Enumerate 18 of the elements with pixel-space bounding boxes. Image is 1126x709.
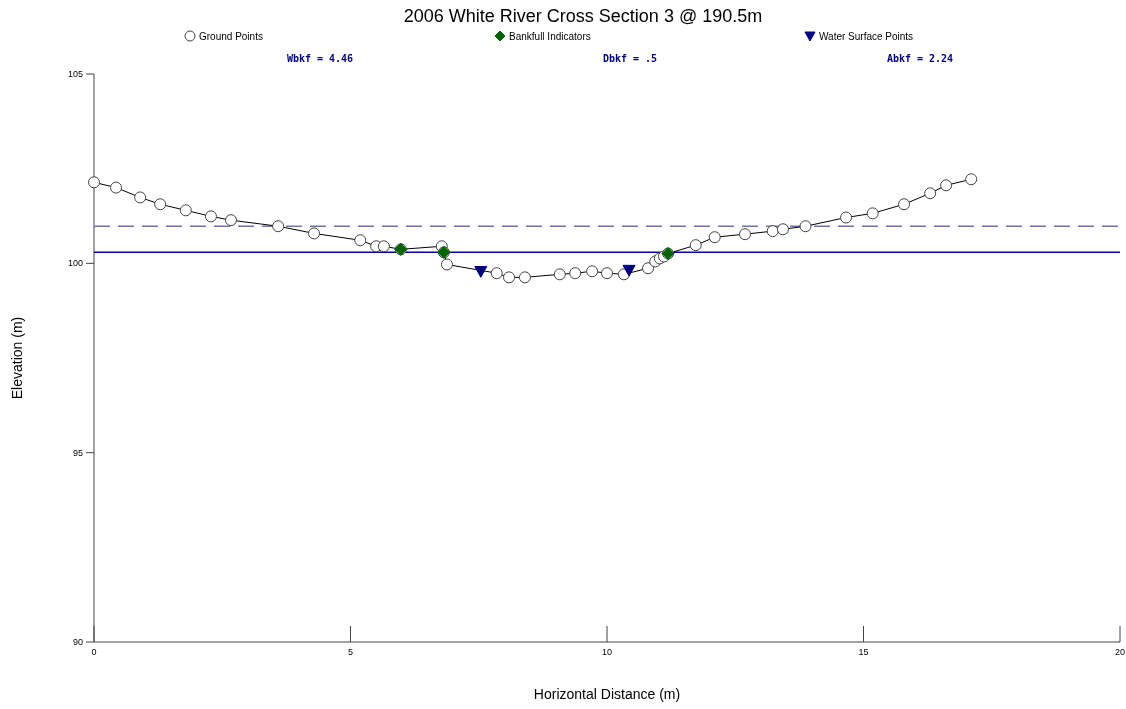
x-tick-label: 5 (347, 647, 354, 657)
x-tick-label: 10 (601, 647, 613, 657)
y-axis-title: Elevation (m) (9, 316, 25, 400)
text: Wbkf = 4.46 (286, 53, 354, 64)
x-axis-title: Horizontal Distance (m) (533, 686, 681, 702)
y-tick-label: 105 (67, 69, 83, 79)
x-tick-label: 15 (858, 647, 869, 657)
chart-title: 2006 White River Cross Section 3 @ 190.5m (403, 6, 763, 26)
text: Abkf = 2.24 (886, 53, 954, 64)
y-tick-label: 95 (72, 447, 83, 458)
legend-label: Bankfull Indicators (509, 31, 591, 42)
x-tick-label: 0 (91, 647, 97, 657)
text: Dbkf = .5 (602, 53, 658, 64)
y-tick-label: 100 (67, 258, 83, 269)
x-tick-label: 20 (1114, 647, 1126, 657)
legend-label: Water Surface Points (819, 31, 914, 42)
legend-label: Ground Points (199, 31, 263, 42)
y-tick-label: 90 (72, 637, 83, 647)
